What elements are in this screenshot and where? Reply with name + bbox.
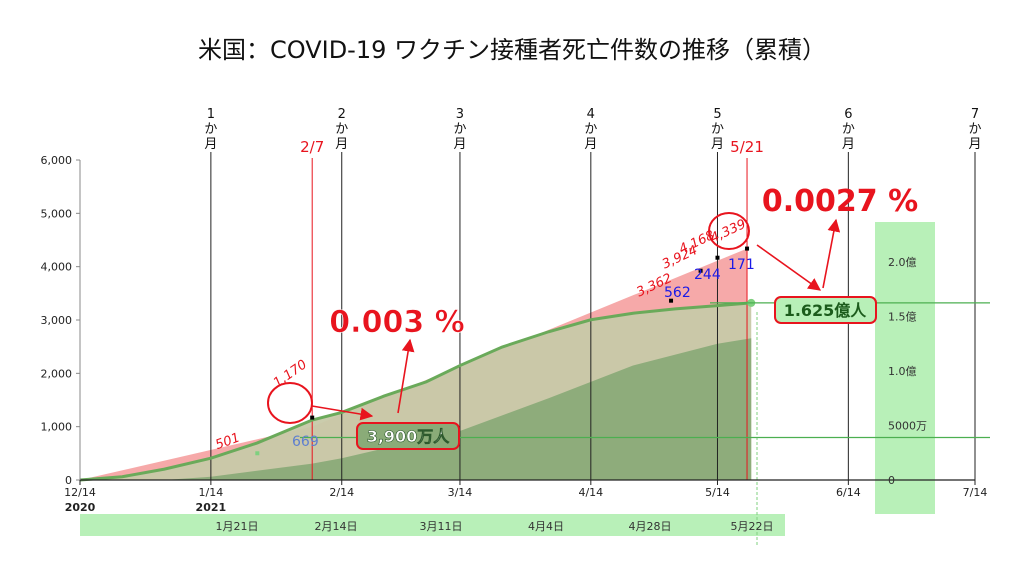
highlight-circle-feb7 (267, 382, 313, 424)
axes: 0 1,000 2,000 3,000 4,000 5,000 6,000 12/14 2020… (41, 154, 988, 514)
x-tick-label: 5/14 (705, 486, 730, 499)
month-marker-label: 7 (971, 107, 979, 122)
series-lines (79, 212, 990, 482)
secondary-axis-label: 1.5億 (888, 311, 917, 324)
y-tick-label: 6,000 (41, 154, 73, 167)
arrow-to-feb7-percent (397, 338, 415, 414)
month-marker-label: 月 (711, 137, 724, 152)
secondary-axis-label: 0 (888, 474, 895, 487)
death-increment-label: 669 (292, 434, 319, 450)
arrow-to-may21-percent (822, 218, 841, 289)
month-marker-label: 6 (844, 107, 852, 122)
bottom-date-label: 3月11日 (420, 520, 463, 533)
may22-vaccinated-label: 1.625億人 (784, 301, 868, 320)
death-point (310, 415, 315, 420)
feb7-vaccinated-label: 3,900万人 (367, 427, 451, 446)
bottom-date-band (80, 514, 785, 536)
secondary-axis-label: 1.0億 (888, 365, 917, 378)
x-tick-label: 3/14 (448, 486, 473, 499)
month-marker-label: 1 (207, 107, 215, 122)
x-tick-label: 7/14 (963, 486, 988, 499)
month-marker-label: 月 (968, 137, 981, 152)
x-tick-year: 2021 (196, 501, 227, 514)
secondary-axis-label: 2.0億 (888, 256, 917, 269)
red-date-label: 5/21 (730, 138, 764, 156)
bottom-date-label: 4月28日 (629, 520, 672, 533)
y-tick-label: 1,000 (41, 421, 73, 434)
y-tick-label: 5,000 (41, 207, 73, 220)
fully-vaccinated-area (80, 338, 752, 480)
death-point (745, 246, 750, 251)
month-marker-label: 月 (453, 137, 466, 152)
bottom-date-label: 2月14日 (315, 520, 358, 533)
month-marker-label: 月 (584, 137, 597, 152)
bottom-date-label: 1月21日 (216, 520, 259, 533)
x-tick-label: 6/14 (836, 486, 861, 499)
vaccinated-line (79, 301, 752, 482)
death-point (255, 451, 260, 456)
red-date-label: 2/7 (300, 138, 324, 156)
month-marker-label: 4 (587, 107, 595, 122)
month-marker-label: か (204, 122, 217, 137)
death-point (669, 298, 674, 303)
bottom-date-label: 4月4日 (528, 520, 564, 533)
y-tick-label: 3,000 (41, 314, 73, 327)
feb7-percent-label: 0.003 % (329, 305, 464, 340)
month-marker-label: か (842, 122, 855, 137)
y-tick-label: 2,000 (41, 367, 73, 380)
death-point (715, 255, 720, 260)
secondary-axis-label: 5000万 (888, 420, 927, 433)
y-tick-label: 4,000 (41, 261, 73, 274)
death-point (698, 268, 703, 273)
death-increment-label: 244 (694, 267, 721, 283)
month-marker-label: 2 (338, 107, 346, 122)
month-marker-label: 3 (456, 107, 464, 122)
month-marker-label: か (711, 122, 724, 137)
chart-title: 米国：COVID-19 ワクチン接種者死亡件数の推移（累積） (198, 36, 826, 64)
vaccinated-axis-band (875, 222, 935, 514)
highlight-circle-may21 (708, 212, 750, 250)
may21-percent-label: 0.0027 % (762, 184, 918, 219)
arrow-to-feb7-vaccinated (311, 405, 374, 421)
death-increment-label: 562 (664, 285, 691, 301)
x-tick-year: 2020 (65, 501, 96, 514)
month-marker-label: か (453, 122, 466, 137)
month-marker-label: か (335, 122, 348, 137)
death-increment-label: 171 (728, 257, 755, 273)
may22-vaccinated-box (774, 296, 877, 324)
x-tick-label: 2/14 (329, 486, 354, 499)
month-marker-label: 月 (335, 137, 348, 152)
x-tick-label: 4/14 (578, 486, 603, 499)
month-marker-label: か (968, 122, 981, 137)
death-count-label: 1,170 (271, 357, 310, 391)
y-tick-label: 0 (65, 474, 72, 487)
month-marker-label: 月 (204, 137, 217, 152)
arrow-to-may22-vaccinated (756, 244, 822, 291)
bottom-date-label: 5月22日 (731, 520, 774, 533)
x-tick-label: 12/14 (64, 486, 96, 499)
month-marker-label: 月 (842, 137, 855, 152)
month-marker-label: か (584, 122, 597, 137)
feb7-vaccinated-box (356, 422, 460, 450)
x-tick-label: 1/14 (199, 486, 224, 499)
month-marker-label: 5 (713, 107, 721, 122)
death-count-label: 4,339 (708, 217, 748, 246)
area-layers (80, 248, 752, 480)
gridlines (210, 152, 976, 545)
